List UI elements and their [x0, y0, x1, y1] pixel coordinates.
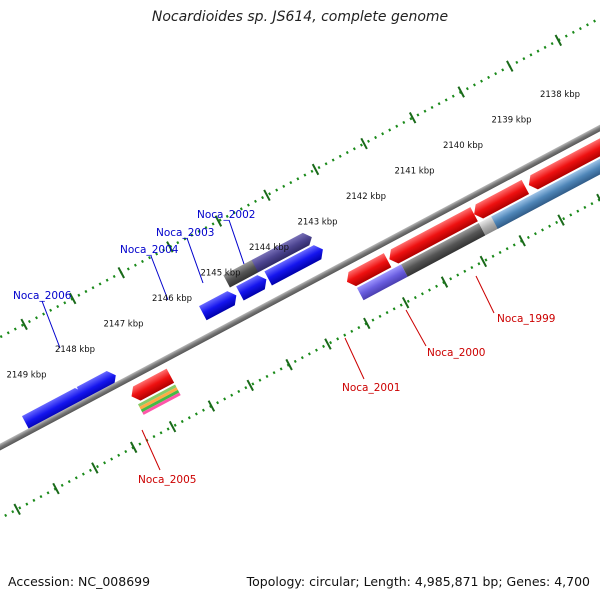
- label-noca-2000: Noca_2000: [427, 347, 485, 359]
- gene-noca-2001: [346, 253, 392, 287]
- inner-major-tick: [52, 482, 60, 495]
- gene-noca-2005-b: [139, 387, 178, 410]
- forward-genes: [21, 232, 323, 431]
- kbp-major-tick: [214, 215, 223, 227]
- inner-major-tick: [324, 338, 332, 350]
- gene-noca-2001-violet: [356, 264, 408, 301]
- inner-major-tick: [479, 255, 488, 268]
- label-noca-2006: Noca_2006: [13, 290, 72, 302]
- kbp-major-tick: [506, 60, 514, 72]
- kbp-major-tick: [408, 112, 417, 124]
- gene-noca-2005-c: [140, 389, 180, 413]
- label-noca-2004: Noca_2004: [120, 244, 179, 256]
- inner-major-tick: [207, 400, 216, 412]
- leader-lines: [41, 219, 495, 471]
- inner-major-tick: [13, 503, 21, 516]
- gene-noca-2000-gray: [401, 223, 486, 277]
- kbp-label: 2140 kbp: [443, 141, 483, 151]
- label-noca-2003: Noca_2003: [156, 227, 214, 239]
- kbp-scale: [20, 34, 563, 331]
- label-noca-2005: Noca_2005: [138, 474, 196, 486]
- kbp-label: 2142 kbp: [346, 192, 386, 202]
- gene-noca-1999-b: [528, 119, 600, 190]
- kbp-label: 2147 kbp: [103, 320, 143, 330]
- kbp-label: 2143 kbp: [297, 218, 337, 228]
- inner-major-tick: [285, 358, 293, 371]
- reverse-genes: [131, 119, 600, 415]
- inner-major-tick: [363, 317, 371, 330]
- label-noca-1999: Noca_1999: [497, 313, 555, 325]
- inner-major-tick: [401, 296, 410, 309]
- kbp-label: 2139 kbp: [491, 116, 531, 126]
- kbp-major-tick: [360, 137, 368, 150]
- label-noca-2002: Noca_2002: [197, 209, 255, 221]
- gene-noca-2000: [389, 207, 478, 264]
- kbp-major-tick: [263, 189, 271, 202]
- kbp-label: 2141 kbp: [394, 167, 434, 177]
- gene-labels: Noca_2002 Noca_2003 Noca_2004 Noca_2006 …: [13, 209, 555, 486]
- kbp-label: 2148 kbp: [55, 345, 95, 355]
- inner-major-tick: [168, 420, 177, 433]
- kbp-major-tick: [69, 292, 77, 305]
- gene-noca-2002-lower: [264, 245, 323, 286]
- kbp-major-tick: [554, 34, 563, 47]
- gene-noca-2005-d: [142, 392, 181, 415]
- inner-major-tick: [557, 214, 565, 226]
- gene-noca-2003-gray: [223, 260, 261, 288]
- gene-noca-1999-a: [474, 179, 530, 219]
- inner-major-tick: [246, 379, 254, 392]
- gene-noca-2005-red: [131, 368, 175, 401]
- gene-noca-2006: [76, 371, 116, 402]
- kbp-major-tick: [117, 266, 125, 279]
- kbp-labels: 2138 kbp 2139 kbp 2140 kbp 2141 kbp 2142 kbp…: [6, 90, 580, 381]
- kbp-label: 2144 kbp: [249, 243, 289, 253]
- gene-noca-1999-steel: [491, 135, 600, 229]
- kbp-label: 2145 kbp: [200, 269, 240, 279]
- gene-noca-2005-a: [137, 384, 177, 407]
- gene-noca-2006-block: [21, 387, 85, 431]
- inner-major-tick: [129, 441, 138, 454]
- kbp-label: 2149 kbp: [6, 371, 46, 381]
- accession-text: Accession: NC_008699: [8, 574, 151, 589]
- kbp-label: 2138 kbp: [540, 90, 580, 100]
- gene-noca-2003: [236, 275, 267, 301]
- genome-summary-text: Topology: circular; Length: 4,985,871 bp…: [246, 574, 590, 589]
- kbp-major-tick: [166, 241, 174, 253]
- gene-noca-2004: [199, 291, 237, 321]
- gene-noca-2002: [251, 232, 312, 273]
- map-title: Nocardioides sp. JS614, complete genome: [151, 9, 449, 25]
- genome-backbone: [0, 71, 600, 505]
- kbp-label: 2146 kbp: [152, 294, 192, 304]
- kbp-major-tick: [457, 86, 465, 98]
- inner-major-tick: [440, 276, 449, 288]
- label-noca-2001: Noca_2001: [342, 382, 400, 394]
- inner-major-tick: [518, 234, 526, 247]
- kbp-major-tick: [311, 163, 320, 176]
- kbp-major-tick: [20, 318, 28, 331]
- inner-major-tick: [91, 462, 99, 474]
